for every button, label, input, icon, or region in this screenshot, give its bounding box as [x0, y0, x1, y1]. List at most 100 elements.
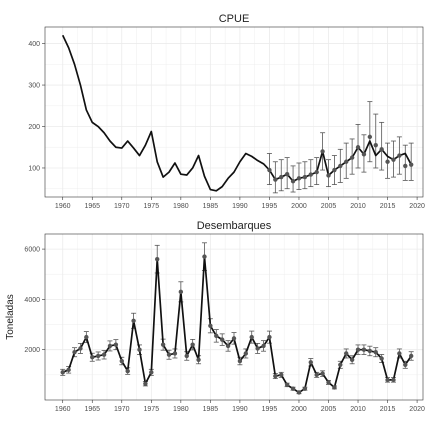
- x-tick-label: 2005: [321, 406, 337, 413]
- x-tick-label: 1965: [84, 406, 100, 413]
- data-point: [284, 171, 290, 177]
- data-point: [403, 163, 408, 169]
- data-point: [155, 256, 160, 262]
- x-tick-label: 2000: [291, 406, 307, 413]
- x-tick-label: 1990: [232, 203, 248, 210]
- data-point: [344, 351, 349, 356]
- data-point: [308, 172, 313, 177]
- data-point: [101, 352, 107, 357]
- data-point: [261, 343, 266, 349]
- data-point: [296, 390, 302, 395]
- x-tick-label: 1970: [114, 406, 130, 413]
- data-point: [373, 142, 378, 148]
- desembarques-plot-background: [45, 234, 423, 400]
- x-tick-label: 2010: [350, 406, 366, 413]
- data-point: [190, 342, 195, 347]
- data-point: [296, 176, 302, 181]
- data-point: [355, 145, 361, 150]
- data-point: [225, 343, 231, 349]
- data-point: [60, 370, 65, 375]
- x-tick-label: 2005: [321, 203, 337, 210]
- data-point: [349, 357, 355, 362]
- cpue-plot-background: [45, 27, 423, 197]
- y-tick-label: 2000: [24, 347, 40, 354]
- x-tick-label: 2010: [350, 203, 366, 210]
- data-point: [119, 358, 124, 364]
- x-tick-label: 2000: [291, 203, 307, 210]
- data-point: [367, 348, 373, 354]
- y-tick-label: 400: [28, 41, 40, 48]
- x-tick-label: 2020: [409, 203, 425, 210]
- data-point: [408, 353, 414, 359]
- data-point: [391, 157, 396, 162]
- data-point: [391, 377, 396, 383]
- desembarques-panel-border: [44, 233, 424, 401]
- data-point: [214, 333, 219, 339]
- data-point: [125, 368, 130, 374]
- data-point: [196, 357, 201, 362]
- cpue-points: [267, 134, 414, 184]
- data-point: [267, 334, 272, 340]
- data-point: [149, 370, 154, 375]
- data-point: [302, 386, 308, 391]
- data-point: [349, 155, 355, 160]
- data-point: [243, 351, 249, 356]
- data-point: [279, 372, 284, 378]
- data-point: [338, 362, 343, 367]
- data-point: [379, 147, 384, 152]
- desembarques-points: [60, 254, 414, 395]
- desembarques-panel: Desembarques 1960 1965 1970 1975 1980 1985 199…: [5, 220, 425, 413]
- data-point: [397, 351, 402, 356]
- x-tick-label: 1995: [262, 203, 278, 210]
- data-point: [107, 343, 113, 349]
- y-tick-label: 4000: [24, 297, 40, 304]
- data-point: [320, 371, 325, 376]
- data-point: [143, 381, 148, 386]
- data-point: [249, 334, 254, 340]
- data-point: [172, 351, 178, 356]
- x-tick-label: 1990: [232, 406, 248, 413]
- cpue-x-axis: 1960 1965 1970 1975 1980 1985 1990 1995 2000 2005…: [55, 197, 425, 210]
- data-point: [273, 373, 278, 379]
- desembarques-title: Desembarques: [197, 220, 272, 232]
- data-point: [131, 318, 136, 323]
- data-point: [320, 149, 325, 154]
- x-tick-label: 1960: [55, 406, 71, 413]
- x-tick-label: 2020: [409, 406, 425, 413]
- y-tick-label: 100: [28, 165, 40, 172]
- data-point: [178, 289, 184, 295]
- data-point: [284, 382, 290, 388]
- x-tick-label: 2015: [380, 406, 396, 413]
- data-point: [367, 134, 373, 140]
- data-point: [373, 350, 378, 355]
- x-tick-label: 1980: [173, 406, 189, 413]
- data-point: [273, 177, 278, 182]
- data-point: [137, 347, 142, 352]
- data-point: [78, 346, 83, 351]
- desembarques-y-axis: 2000 4000 6000: [24, 247, 45, 354]
- data-point: [113, 342, 119, 347]
- data-point: [326, 173, 331, 178]
- data-point: [403, 362, 408, 367]
- data-point: [90, 355, 95, 360]
- cpue-panel-border: [44, 26, 424, 198]
- x-tick-label: 1975: [144, 406, 160, 413]
- y-tick-label: 6000: [24, 247, 40, 254]
- data-point: [279, 174, 284, 180]
- data-point: [66, 367, 71, 373]
- data-point: [237, 358, 243, 364]
- desembarques-gridlines: [45, 234, 423, 400]
- data-point: [408, 162, 414, 167]
- data-point: [314, 169, 319, 175]
- data-point: [255, 346, 260, 351]
- x-tick-label: 1985: [203, 406, 219, 413]
- x-tick-label: 1970: [114, 203, 130, 210]
- desembarques-x-axis: 1960 1965 1970 1975 1980 1985 1990 1995 2000 2005…: [55, 400, 425, 413]
- x-tick-label: 1965: [84, 203, 100, 210]
- data-point: [355, 347, 361, 352]
- data-point: [308, 360, 313, 365]
- data-point: [166, 352, 172, 357]
- cpue-title: CPUE: [219, 13, 250, 25]
- data-point: [267, 167, 272, 173]
